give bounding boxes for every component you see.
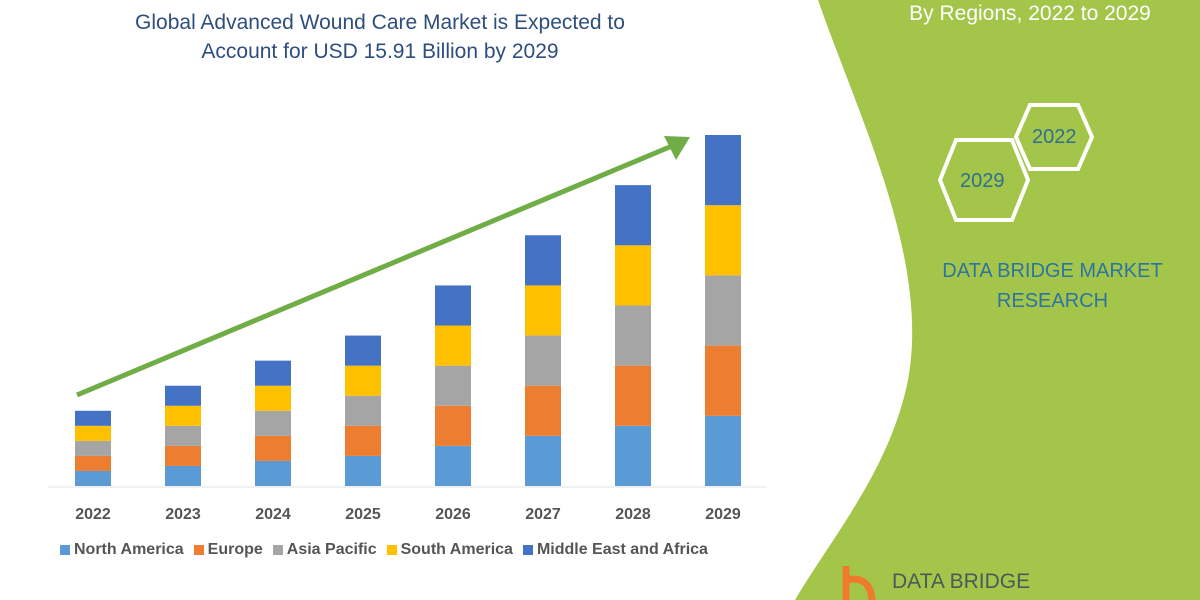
legend: North America Europe Asia Pacific South Ame…: [60, 541, 708, 559]
legend-label: South America: [400, 541, 513, 558]
hex-label-2029: 2029: [960, 170, 1005, 192]
bar-segment: [615, 245, 651, 306]
bar-segment: [345, 395, 381, 426]
bar-segment: [705, 135, 741, 206]
bar-segment: [75, 470, 111, 486]
bar-segment: [615, 365, 651, 426]
x-tick-label: 2026: [435, 506, 471, 523]
legend-label: Asia Pacific: [286, 541, 377, 558]
bar-segment: [525, 335, 561, 386]
logo-text: DATA BRIDGE: [892, 570, 1031, 593]
x-tick-label: 2028: [615, 506, 651, 523]
bar-segment: [75, 425, 111, 441]
bar-segment: [345, 365, 381, 396]
bar-segment: [165, 465, 201, 486]
legend-item: South America: [386, 541, 513, 559]
legend-swatch: [522, 545, 533, 555]
x-tick-label: 2027: [525, 506, 561, 523]
page-title: Global Advanced Wound Care Market is Exp…: [60, 8, 700, 66]
bar-segment: [165, 445, 201, 466]
bar-segment: [75, 440, 111, 456]
bar-segment: [75, 410, 111, 426]
bar-segment: [345, 455, 381, 486]
bar-segment: [75, 455, 111, 471]
title-line-1: Global Advanced Wound Care Market is Exp…: [135, 11, 625, 34]
bar-segment: [255, 360, 291, 386]
bar-segment: [525, 385, 561, 436]
bar-segment: [165, 405, 201, 426]
legend-label: Europe: [207, 541, 263, 558]
bar-segment: [435, 405, 471, 446]
bar-segment: [255, 435, 291, 461]
trend-arrow-line: [76, 143, 673, 398]
bar-segment: [255, 385, 291, 411]
bar-segment: [705, 415, 741, 486]
subtitle: By Regions, 2022 to 2029: [909, 2, 1151, 25]
bar-segment: [435, 325, 471, 366]
legend-label: Middle East and Africa: [536, 541, 708, 558]
legend-item: North America: [60, 541, 184, 559]
hexagon-2022: [1013, 103, 1095, 171]
bar-segment: [345, 425, 381, 456]
brand-name: DATA BRIDGE MARKET RESEARCH: [920, 256, 1185, 316]
legend-item: Europe: [193, 541, 263, 559]
bar-segment: [615, 305, 651, 366]
legend-swatch: [60, 545, 70, 555]
legend-item: Asia Pacific: [272, 541, 377, 559]
logo-icon: [842, 566, 876, 600]
legend-swatch: [193, 545, 204, 555]
stacked-bar-chart: 2022 2023 2024 2025 2026 2027 2028 2029: [48, 135, 767, 523]
bar-segment: [435, 285, 471, 326]
green-side-panel: [795, 0, 1200, 600]
bar-segment: [435, 445, 471, 486]
brand-line-1: DATA BRIDGE MARKET: [942, 260, 1163, 282]
x-tick-label: 2029: [705, 506, 741, 523]
bar-segment: [435, 365, 471, 406]
x-tick-label: 2025: [345, 506, 381, 523]
bar-segment: [255, 410, 291, 436]
bar-segment: [705, 345, 741, 416]
x-tick-label: 2022: [75, 506, 111, 523]
bar-segment: [705, 275, 741, 346]
legend-label: North America: [74, 541, 184, 558]
bar-segment: [525, 435, 561, 486]
brand-line-2: RESEARCH: [996, 290, 1109, 312]
bar-segment: [525, 235, 561, 286]
bar-segment: [705, 205, 741, 276]
x-tick-label: 2023: [165, 506, 201, 523]
trend-arrow-head-icon: [664, 136, 690, 160]
bar-segment: [615, 185, 651, 246]
legend-swatch: [386, 545, 397, 555]
bar-segment: [615, 425, 651, 486]
bar-segment: [345, 335, 381, 366]
hex-label-2022: 2022: [1032, 126, 1077, 148]
legend-swatch: [272, 545, 283, 555]
hexagon-2029: [937, 138, 1031, 222]
title-line-2: Account for USD 15.91 Billion by 2029: [201, 40, 559, 63]
bar-segment: [165, 425, 201, 446]
x-tick-label: 2024: [255, 506, 291, 523]
bar-segment: [255, 460, 291, 486]
legend-item: Middle East and Africa: [522, 541, 708, 559]
bar-segment: [525, 285, 561, 336]
bar-segment: [165, 385, 201, 406]
